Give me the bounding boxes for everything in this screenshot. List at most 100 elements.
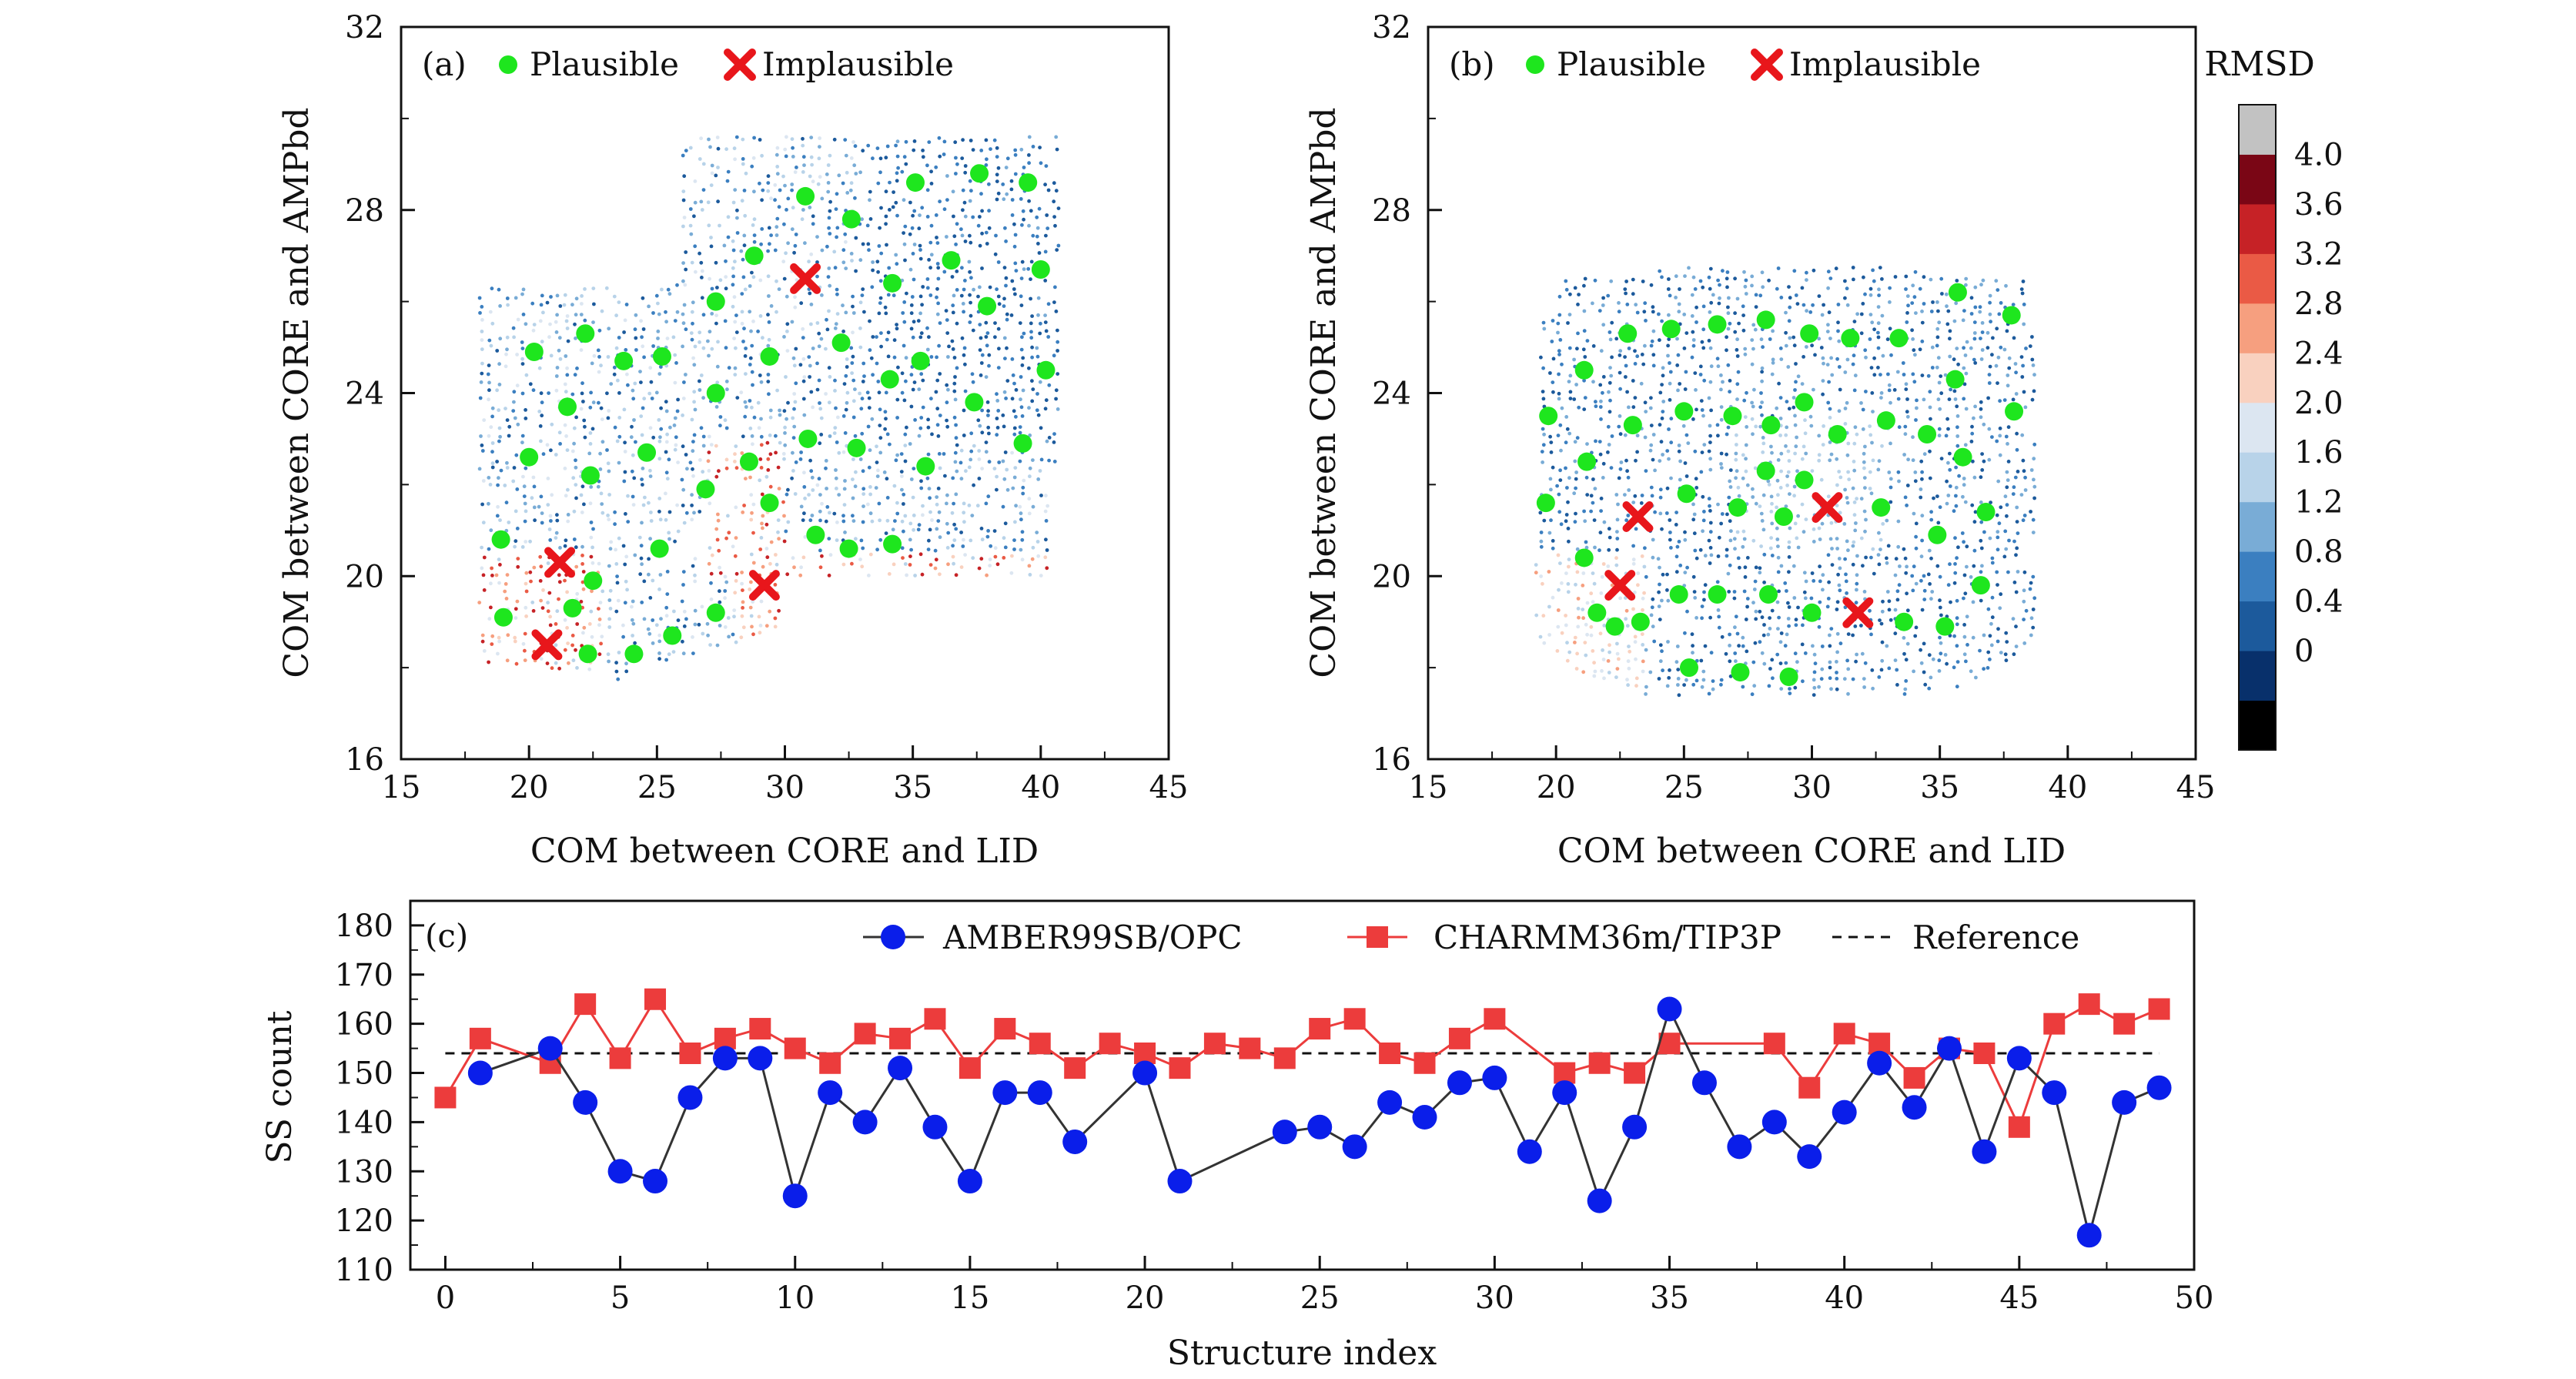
cloud-dot <box>514 509 518 514</box>
cloud-dot <box>732 295 737 300</box>
cloud-dot <box>853 196 857 200</box>
cloud-dot <box>870 285 875 290</box>
cloud-dot <box>752 239 757 244</box>
cloud-dot <box>1584 475 1589 480</box>
cloud-dot <box>1771 329 1775 333</box>
plausible-point <box>806 525 825 544</box>
cloud-dot <box>1036 296 1041 300</box>
cloud-dot <box>673 539 677 544</box>
colorbar-label: 3.2 <box>2294 236 2343 272</box>
cloud-dot <box>883 427 887 431</box>
cloud-dot <box>1817 453 1822 457</box>
cloud-dot <box>1728 321 1732 326</box>
cloud-dot <box>489 343 493 348</box>
cloud-dot <box>2006 478 2010 482</box>
y-tick-label: 16 <box>345 742 384 778</box>
cloud-dot <box>1584 540 1588 544</box>
plausible-point <box>614 351 634 370</box>
cloud-dot <box>743 400 748 404</box>
cloud-dot <box>1693 449 1698 454</box>
cloud-dot <box>1876 467 1881 472</box>
cloud-dot <box>2022 469 2026 474</box>
cloud-dot <box>977 449 982 453</box>
cloud-dot <box>564 494 568 498</box>
cloud-dot <box>1937 669 1942 673</box>
cloud-dot <box>759 466 764 470</box>
cloud-dot <box>876 181 881 186</box>
cloud-dot <box>1751 404 1755 409</box>
cloud-dot <box>741 162 745 166</box>
cloud-dot <box>590 427 595 431</box>
cloud-dot <box>1954 494 1958 498</box>
legend-amber-label: AMBER99SB/OPC <box>942 919 1243 956</box>
cloud-dot <box>555 366 560 370</box>
cloud-dot <box>1043 555 1048 560</box>
plausible-point <box>1587 603 1607 622</box>
cloud-dot <box>988 557 992 561</box>
cloud-dot <box>910 295 915 299</box>
cloud-dot <box>1938 635 1942 640</box>
cloud-dot <box>1946 460 1950 465</box>
cloud-dot <box>2006 442 2009 446</box>
cloud-dot <box>1852 353 1856 358</box>
cloud-dot <box>1736 370 1741 374</box>
cloud-dot <box>935 312 940 316</box>
cloud-dot <box>1019 347 1024 352</box>
cloud-dot <box>1768 546 1773 551</box>
cloud-dot <box>859 407 864 411</box>
cloud-dot <box>1880 313 1885 318</box>
cloud-dot <box>1929 417 1932 421</box>
cloud-dot <box>727 634 731 639</box>
cloud-dot <box>480 443 484 447</box>
cloud-dot <box>1677 443 1681 447</box>
plausible-point <box>1935 617 1955 636</box>
cloud-dot <box>642 355 646 360</box>
cloud-dot <box>524 466 528 470</box>
cloud-dot <box>1581 616 1586 621</box>
panel-a-implausible-points <box>531 263 821 661</box>
cloud-dot <box>581 400 585 403</box>
cloud-dot <box>1828 660 1832 664</box>
plausible-point <box>796 186 815 206</box>
cloud-dot <box>1711 293 1715 297</box>
cloud-dot <box>741 340 745 343</box>
cloud-dot <box>647 500 651 505</box>
cloud-dot <box>714 527 719 531</box>
cloud-dot <box>961 208 965 213</box>
charmm-point <box>924 1008 946 1030</box>
cloud-dot <box>533 518 537 523</box>
cloud-dot <box>1862 466 1866 470</box>
cloud-dot <box>1745 597 1750 601</box>
colorbar-segment <box>2239 105 2276 155</box>
plausible-point <box>905 173 925 192</box>
cloud-dot <box>935 502 939 507</box>
cloud-dot <box>1010 397 1015 401</box>
amber-point <box>712 1046 738 1071</box>
cloud-dot <box>985 157 989 162</box>
cloud-dot <box>1744 278 1748 283</box>
cloud-dot <box>740 292 744 296</box>
cloud-dot <box>1826 269 1831 274</box>
plausible-point <box>760 494 779 513</box>
cloud-dot <box>1656 557 1661 561</box>
cloud-dot <box>1556 330 1560 335</box>
cloud-dot <box>1996 583 1999 587</box>
cloud-dot <box>938 199 942 204</box>
cloud-dot <box>671 335 676 340</box>
cloud-dot <box>954 156 958 160</box>
cloud-dot <box>748 284 752 288</box>
cloud-dot <box>1691 517 1696 522</box>
cloud-dot <box>794 346 798 351</box>
cloud-dot <box>945 521 949 526</box>
cloud-dot <box>1787 545 1791 550</box>
cloud-dot <box>1640 494 1644 497</box>
plausible-point <box>1872 498 1891 517</box>
cloud-dot <box>1708 310 1712 314</box>
cloud-dot <box>790 227 795 232</box>
cloud-dot <box>1052 199 1056 204</box>
cloud-dot <box>768 242 771 246</box>
cloud-dot <box>554 388 559 393</box>
cloud-dot <box>1759 391 1763 395</box>
colorbar-segment <box>2239 700 2276 751</box>
cloud-dot <box>891 527 895 532</box>
